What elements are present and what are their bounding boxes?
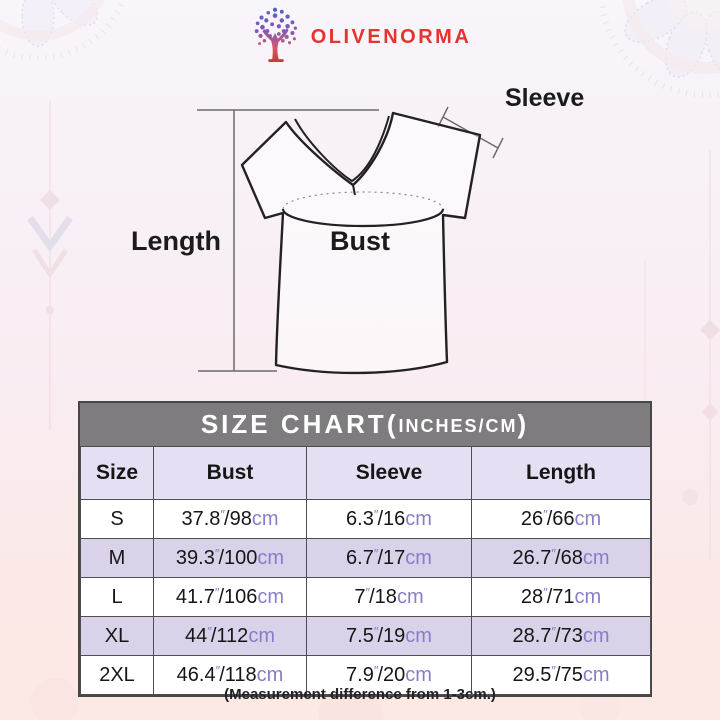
length-cell: 28.7″/73cm [471, 616, 651, 656]
size-table-body: S 37.8″/98cm 6.3″/16cm 26″/66cm M 39.3″/100cm… [80, 499, 651, 695]
length-cell: 26.7″/68cm [471, 538, 651, 578]
measurement-footnote: (Measurement difference from 1-3cm.) [224, 686, 496, 703]
tree-of-life-icon [254, 7, 297, 62]
tshirt-measurement-diagram [197, 106, 504, 375]
column-header-length: Length [471, 446, 651, 500]
column-header-size: Size [80, 446, 154, 500]
size-chart-title-main: SIZE CHART( [200, 409, 399, 439]
size-chart: SIZE CHART(INCHES/CM) Size Bust Sleeve L… [78, 401, 652, 697]
table-row-l: L 41.7″/106cm 7″/18cm 28″/71cm [80, 577, 651, 617]
column-header-sleeve: Sleeve [306, 446, 472, 500]
bust-cell: 44″/112cm [153, 616, 307, 656]
table-row-s: S 37.8″/98cm 6.3″/16cm 26″/66cm [80, 499, 651, 539]
table-row-2xl: 2XL 46.4″/118cm 7.9″/20cm 29.5″/75cm [80, 655, 651, 695]
sleeve-cell: 7.9″/20cm [306, 655, 472, 695]
bust-label: Bust [330, 226, 390, 256]
bust-cell: 37.8″/98cm [153, 499, 307, 539]
size-chart-title-close: ) [517, 409, 530, 439]
length-cell: 28″/71cm [471, 577, 651, 617]
sleeve-cell: 7″/18cm [306, 577, 472, 617]
size-chart-title: SIZE CHART(INCHES/CM) [80, 403, 650, 446]
size-table: Size Bust Sleeve Length S 37.8″/98cm 6.3″/… [80, 446, 651, 695]
sleeve-label: Sleeve [505, 84, 585, 112]
table-row-xl: XL 44″/112cm 7.5″/19cm 28.7″/73cm [80, 616, 651, 656]
column-header-bust: Bust [153, 446, 307, 500]
sleeve-cell: 7.5″/19cm [306, 616, 472, 656]
table-row-m: M 39.3″/100cm 6.7″/17cm 26.7″/68cm [80, 538, 651, 578]
size-cell: XL [80, 616, 154, 656]
length-label: Length [131, 226, 221, 256]
length-cell: 29.5″/75cm [471, 655, 651, 695]
bust-cell: 46.4″/118cm [153, 655, 307, 695]
size-table-header-row: Size Bust Sleeve Length [80, 446, 651, 500]
bust-cell: 41.7″/106cm [153, 577, 307, 617]
size-chart-title-sub: INCHES/CM [398, 415, 518, 436]
size-cell: S [80, 499, 154, 539]
size-cell: M [80, 538, 154, 578]
length-cell: 26″/66cm [471, 499, 651, 539]
brand-logo: OLIVENORMA [0, 4, 720, 62]
size-cell: 2XL [80, 655, 154, 695]
brand-name: OLIVENORMA [310, 25, 472, 48]
sleeve-cell: 6.3″/16cm [306, 499, 472, 539]
sleeve-cell: 6.7″/17cm [306, 538, 472, 578]
size-cell: L [80, 577, 154, 617]
bust-cell: 39.3″/100cm [153, 538, 307, 578]
